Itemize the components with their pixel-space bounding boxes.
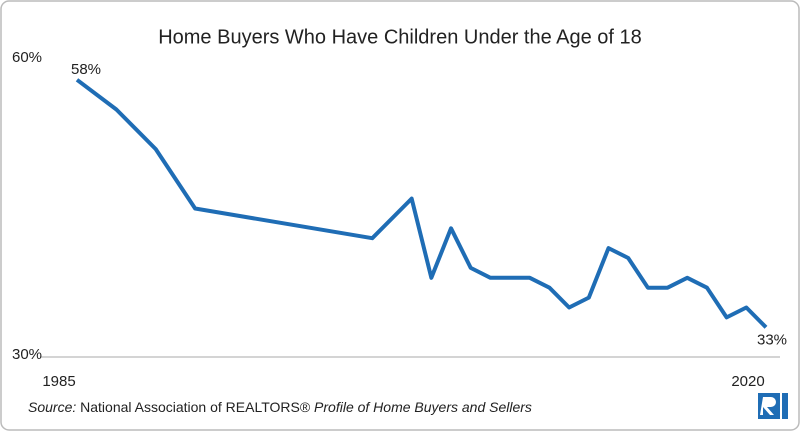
x-tick-label: 1985	[42, 373, 75, 390]
y-tick-label: 30%	[12, 346, 42, 363]
x-tick-label: 2020	[731, 373, 764, 390]
source-publisher: National Association of REALTORS®	[80, 399, 311, 415]
source-prefix: Source:	[28, 399, 76, 415]
value-label: 33%	[757, 331, 787, 348]
logo	[758, 393, 788, 419]
chart-title: Home Buyers Who Have Children Under the …	[158, 26, 642, 48]
source-publication: Profile of Home Buyers and Sellers	[314, 399, 532, 415]
value-label: 58%	[71, 61, 101, 78]
source: Source: National Association of REALTORS…	[28, 399, 532, 415]
line	[75, 78, 768, 329]
y-tick-label: 60%	[12, 49, 42, 66]
